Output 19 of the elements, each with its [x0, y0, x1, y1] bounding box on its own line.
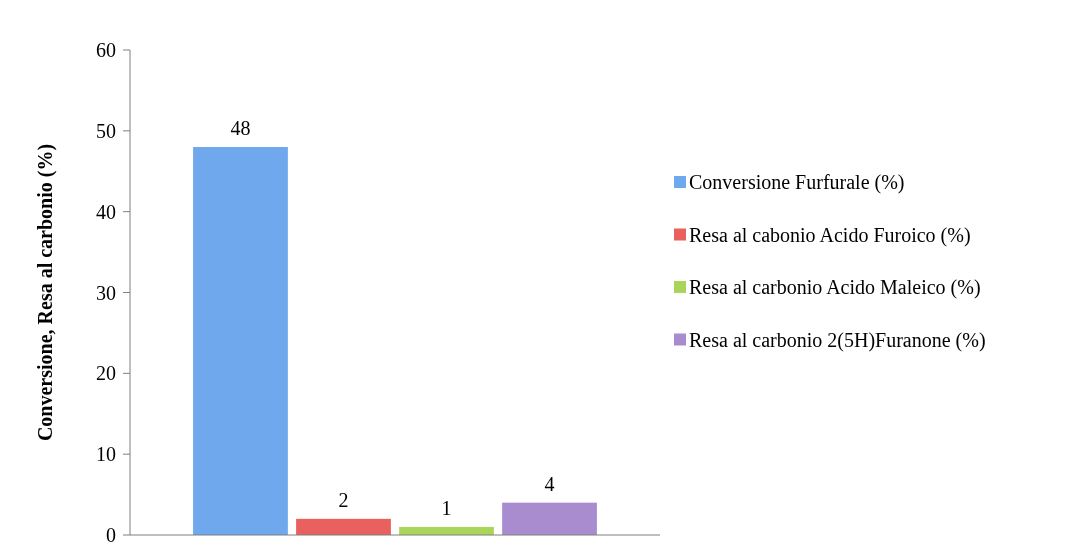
data-label: 48	[230, 117, 251, 139]
data-label: 1	[441, 496, 452, 519]
y-tick-label: 0	[106, 524, 116, 545]
legend-label: Resa al cabonio Acido Furoico (%)	[689, 223, 971, 247]
legend-label: Resa al carbonio Acido Maleico (%)	[689, 276, 981, 299]
y-tick-label: 50	[96, 119, 116, 142]
y-tick-label: 20	[96, 362, 116, 385]
y-tick-label: 60	[96, 39, 116, 61]
bar	[193, 147, 288, 535]
bar	[296, 518, 391, 535]
legend-label: Resa al carbonio 2(5H)Furanone (%)	[689, 328, 986, 352]
data-label: 2	[338, 488, 349, 511]
data-label: 4	[544, 472, 555, 495]
y-tick-label: 40	[96, 200, 116, 223]
bar	[502, 502, 597, 535]
y-axis-title: Conversione, Resa al carbonio (%)	[34, 143, 57, 442]
y-tick-label: 10	[96, 443, 116, 466]
legend-label: Conversione Furfurale (%)	[689, 171, 905, 194]
y-tick-label: 30	[96, 281, 116, 304]
